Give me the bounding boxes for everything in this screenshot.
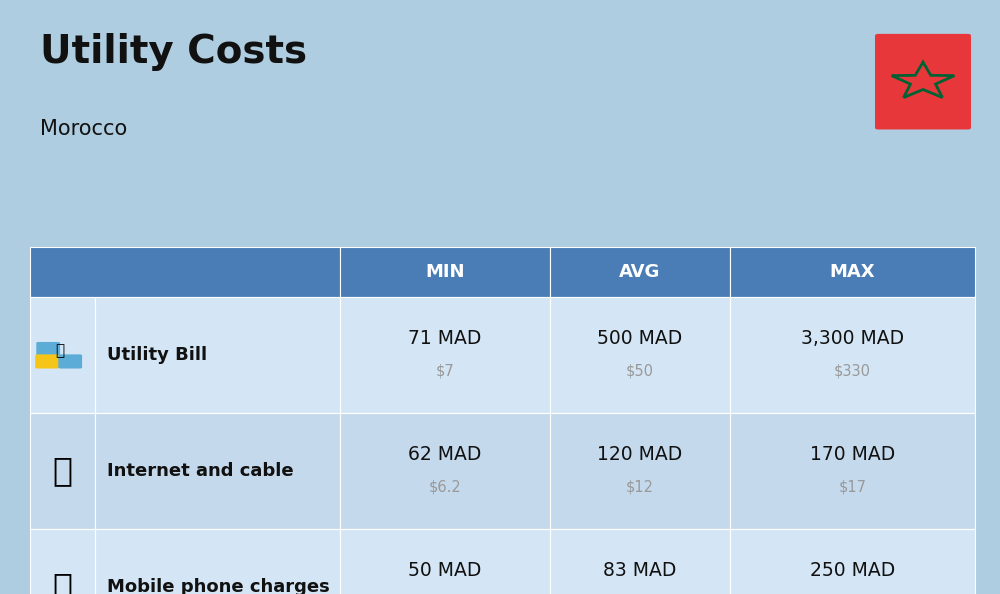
Text: Morocco: Morocco (40, 119, 127, 139)
Text: 71 MAD: 71 MAD (408, 329, 482, 348)
Text: $12: $12 (626, 479, 654, 494)
FancyBboxPatch shape (36, 342, 60, 356)
FancyBboxPatch shape (95, 529, 340, 594)
FancyBboxPatch shape (875, 34, 971, 129)
Text: 500 MAD: 500 MAD (597, 329, 683, 348)
FancyBboxPatch shape (550, 247, 730, 297)
Text: 83 MAD: 83 MAD (603, 561, 677, 580)
Text: $17: $17 (838, 479, 866, 494)
Text: MAX: MAX (830, 263, 875, 281)
FancyBboxPatch shape (340, 529, 550, 594)
Text: MIN: MIN (425, 263, 465, 281)
FancyBboxPatch shape (340, 297, 550, 413)
FancyBboxPatch shape (730, 413, 975, 529)
FancyBboxPatch shape (340, 413, 550, 529)
FancyBboxPatch shape (30, 247, 340, 297)
Text: $330: $330 (834, 364, 871, 378)
Text: Internet and cable: Internet and cable (107, 462, 294, 480)
Text: 170 MAD: 170 MAD (810, 445, 895, 464)
Text: $50: $50 (626, 364, 654, 378)
FancyBboxPatch shape (95, 297, 340, 413)
FancyBboxPatch shape (95, 413, 340, 529)
FancyBboxPatch shape (730, 529, 975, 594)
Text: 📡: 📡 (52, 454, 72, 487)
FancyBboxPatch shape (550, 297, 730, 413)
Text: Utility Costs: Utility Costs (40, 33, 307, 71)
FancyBboxPatch shape (30, 297, 95, 413)
Text: AVG: AVG (619, 263, 661, 281)
FancyBboxPatch shape (730, 247, 975, 297)
FancyBboxPatch shape (730, 297, 975, 413)
Text: 50 MAD: 50 MAD (408, 561, 482, 580)
Text: Mobile phone charges: Mobile phone charges (107, 577, 330, 594)
FancyBboxPatch shape (550, 413, 730, 529)
Text: Utility Bill: Utility Bill (107, 346, 207, 364)
Text: 👤: 👤 (56, 343, 65, 359)
FancyBboxPatch shape (30, 413, 95, 529)
Text: $6.2: $6.2 (429, 479, 461, 494)
Text: 120 MAD: 120 MAD (597, 445, 683, 464)
Text: 250 MAD: 250 MAD (810, 561, 895, 580)
Text: 3,300 MAD: 3,300 MAD (801, 329, 904, 348)
FancyBboxPatch shape (35, 355, 59, 368)
FancyBboxPatch shape (58, 355, 82, 368)
Text: 📱: 📱 (52, 570, 72, 594)
FancyBboxPatch shape (550, 529, 730, 594)
Text: $7: $7 (436, 364, 454, 378)
Text: 62 MAD: 62 MAD (408, 445, 482, 464)
FancyBboxPatch shape (340, 247, 550, 297)
FancyBboxPatch shape (30, 529, 95, 594)
